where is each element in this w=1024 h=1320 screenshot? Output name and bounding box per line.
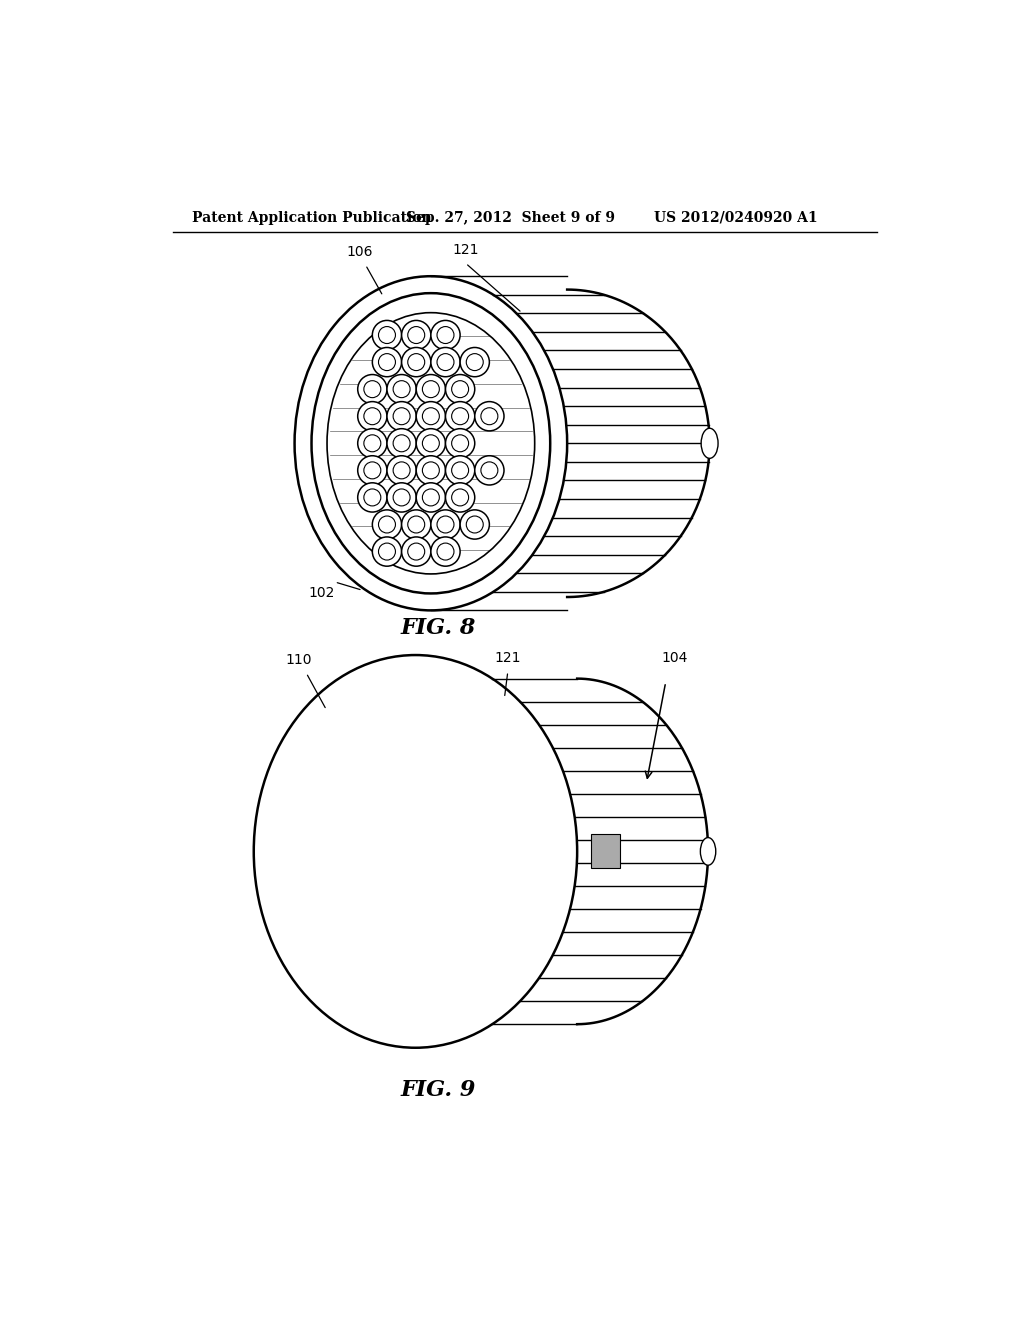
Circle shape: [373, 321, 401, 350]
Circle shape: [422, 488, 439, 506]
Circle shape: [452, 380, 469, 397]
Ellipse shape: [254, 655, 578, 1048]
Circle shape: [466, 354, 483, 371]
Circle shape: [422, 434, 439, 451]
Circle shape: [422, 462, 439, 479]
Circle shape: [452, 462, 469, 479]
Circle shape: [466, 516, 483, 533]
Ellipse shape: [701, 428, 718, 458]
Circle shape: [445, 401, 475, 430]
Circle shape: [408, 354, 425, 371]
Circle shape: [379, 543, 395, 560]
Circle shape: [393, 462, 410, 479]
Circle shape: [416, 455, 445, 484]
Text: 121: 121: [453, 243, 479, 257]
Bar: [591, 834, 621, 869]
Text: Sep. 27, 2012  Sheet 9 of 9: Sep. 27, 2012 Sheet 9 of 9: [407, 211, 615, 224]
Circle shape: [357, 375, 387, 404]
Circle shape: [387, 375, 416, 404]
Circle shape: [364, 488, 381, 506]
Circle shape: [475, 401, 504, 430]
Circle shape: [431, 321, 460, 350]
Circle shape: [387, 483, 416, 512]
Ellipse shape: [295, 276, 567, 610]
Circle shape: [379, 326, 395, 343]
Circle shape: [373, 510, 401, 539]
Circle shape: [357, 401, 387, 430]
Circle shape: [431, 510, 460, 539]
Circle shape: [408, 516, 425, 533]
Circle shape: [379, 354, 395, 371]
Circle shape: [393, 380, 410, 397]
Circle shape: [393, 488, 410, 506]
Circle shape: [422, 408, 439, 425]
Circle shape: [387, 429, 416, 458]
Text: Patent Application Publication: Patent Application Publication: [193, 211, 432, 224]
Text: FIG. 9: FIG. 9: [400, 1078, 476, 1101]
Circle shape: [416, 401, 445, 430]
Text: 102: 102: [308, 586, 335, 599]
Circle shape: [364, 434, 381, 451]
Text: FIG. 8: FIG. 8: [400, 616, 476, 639]
Circle shape: [481, 408, 498, 425]
Circle shape: [401, 537, 431, 566]
Circle shape: [387, 401, 416, 430]
Circle shape: [452, 408, 469, 425]
Ellipse shape: [700, 838, 716, 865]
Circle shape: [357, 483, 387, 512]
Circle shape: [431, 537, 460, 566]
Text: 110: 110: [285, 652, 311, 667]
Circle shape: [401, 510, 431, 539]
Circle shape: [437, 543, 454, 560]
Circle shape: [364, 380, 381, 397]
Circle shape: [373, 537, 401, 566]
Circle shape: [416, 429, 445, 458]
Circle shape: [431, 347, 460, 376]
Circle shape: [416, 483, 445, 512]
Circle shape: [387, 455, 416, 484]
Circle shape: [437, 354, 454, 371]
Text: US 2012/0240920 A1: US 2012/0240920 A1: [654, 211, 818, 224]
Circle shape: [408, 326, 425, 343]
Circle shape: [364, 462, 381, 479]
Circle shape: [452, 434, 469, 451]
Circle shape: [401, 321, 431, 350]
Circle shape: [379, 516, 395, 533]
Circle shape: [475, 455, 504, 484]
Circle shape: [408, 543, 425, 560]
Circle shape: [393, 408, 410, 425]
Circle shape: [393, 434, 410, 451]
Circle shape: [437, 516, 454, 533]
Text: 104: 104: [662, 651, 688, 665]
Circle shape: [437, 326, 454, 343]
Circle shape: [401, 347, 431, 376]
Circle shape: [373, 347, 401, 376]
Text: 106: 106: [347, 244, 374, 259]
Circle shape: [357, 455, 387, 484]
Circle shape: [481, 462, 498, 479]
Circle shape: [445, 429, 475, 458]
Circle shape: [452, 488, 469, 506]
Circle shape: [460, 347, 489, 376]
Circle shape: [422, 380, 439, 397]
Circle shape: [445, 483, 475, 512]
Circle shape: [416, 375, 445, 404]
Ellipse shape: [311, 293, 550, 594]
Circle shape: [460, 510, 489, 539]
Circle shape: [445, 375, 475, 404]
Text: 121: 121: [495, 651, 521, 665]
Circle shape: [364, 408, 381, 425]
Circle shape: [357, 429, 387, 458]
Circle shape: [445, 455, 475, 484]
